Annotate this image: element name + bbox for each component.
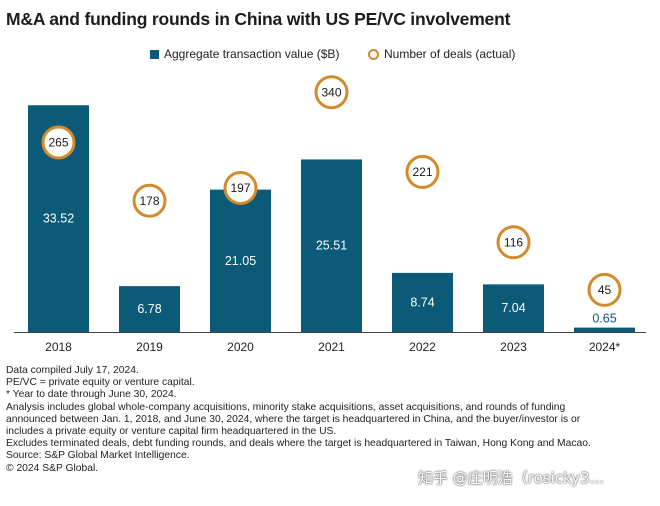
- legend-label-value: Aggregate transaction value ($B): [164, 47, 340, 61]
- notes: Data compiled July 17, 2024. PE/VC = pri…: [6, 365, 658, 475]
- note-line: Source: S&P Global Market Intelligence.: [6, 450, 190, 462]
- deal-rings-group: 265 178 197 340 221 116 45: [41, 75, 622, 307]
- note-line: PE/VC = private equity or venture capita…: [6, 377, 195, 389]
- legend: Aggregate transaction value ($B) Number …: [0, 47, 660, 65]
- value-label: 25.51: [316, 239, 347, 253]
- x-tick-label: 2024*: [589, 340, 621, 354]
- value-label: 6.78: [137, 302, 161, 316]
- deal-count-label: 197: [230, 181, 250, 195]
- deal-count-label: 178: [139, 194, 159, 208]
- x-axis-ticks: 2018 2019 2020 2021 2022 2023 2024*: [45, 340, 620, 354]
- note-line: Data compiled July 17, 2024.: [6, 365, 139, 376]
- bar-2021: [301, 159, 362, 332]
- value-label: 7.04: [501, 301, 525, 315]
- note-line: includes a private equity or venture cap…: [6, 426, 337, 438]
- legend-item-deals: Number of deals (actual): [368, 47, 515, 61]
- deal-count-label: 221: [412, 165, 432, 179]
- chart-title: M&A and funding rounds in China with US …: [6, 9, 511, 29]
- value-label: 21.05: [225, 254, 256, 268]
- legend-label-deals: Number of deals (actual): [384, 47, 516, 61]
- x-tick-label: 2020: [227, 340, 254, 354]
- ring-swatch-icon: [368, 48, 379, 60]
- deal-ring: [132, 183, 167, 218]
- bar-2023: [483, 284, 544, 332]
- deal-ring: [587, 272, 622, 307]
- bar-2019: [119, 286, 180, 332]
- x-tick-label: 2022: [409, 340, 436, 354]
- deal-count-label: 45: [598, 283, 612, 297]
- deal-count-label: 265: [48, 136, 68, 150]
- deal-ring: [41, 125, 76, 160]
- value-label: 0.65: [592, 312, 616, 326]
- legend-item-value: Aggregate transaction value ($B): [150, 47, 339, 61]
- note-line: Excludes terminated deals, debt funding …: [6, 438, 591, 450]
- deal-ring: [223, 171, 258, 206]
- value-label: 8.74: [410, 295, 434, 309]
- note-line: Analysis includes global whole-company a…: [6, 401, 566, 413]
- bar-2022: [392, 272, 453, 332]
- watermark-text: 知乎 @庄明浩（rosicky3...: [418, 469, 604, 487]
- x-tick-label: 2023: [500, 340, 527, 354]
- bar-2020: [210, 189, 271, 332]
- note-line: * Year to date through June 30, 2024.: [6, 389, 177, 401]
- note-line: announced between Jan. 1, 2018, and June…: [6, 413, 581, 425]
- deal-ring: [405, 154, 440, 189]
- deal-count-label: 116: [504, 235, 523, 249]
- x-tick-label: 2021: [318, 340, 345, 354]
- deal-ring: [496, 225, 531, 260]
- bars-group: [28, 105, 635, 332]
- value-labels-group: 33.52 6.78 21.05 25.51 8.74 7.04 0.65: [43, 212, 617, 326]
- bar-swatch-icon: [150, 49, 159, 59]
- note-line: © 2024 S&P Global.: [6, 462, 99, 474]
- deal-count-label: 340: [321, 85, 341, 99]
- x-tick-label: 2019: [136, 340, 163, 354]
- x-tick-label: 2018: [45, 340, 72, 354]
- bar-chart: 2018 2019 2020 2021 2022 2023 2024* 33.526.782…: [14, 75, 646, 354]
- bar-2024: [574, 327, 635, 332]
- deal-ring: [314, 75, 349, 110]
- value-label: 33.52: [43, 212, 74, 226]
